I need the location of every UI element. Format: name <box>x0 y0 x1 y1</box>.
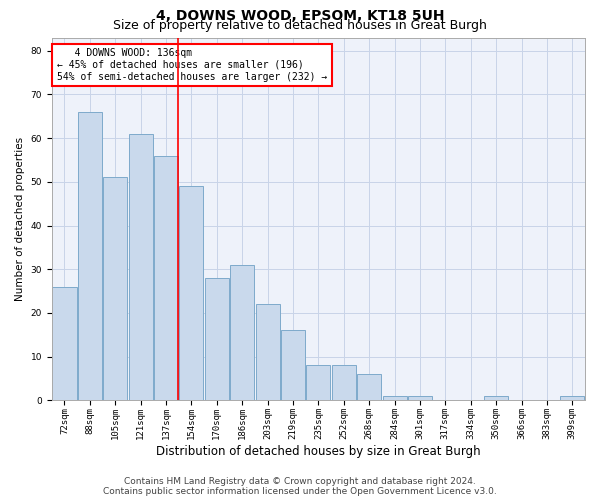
Bar <box>52 287 77 401</box>
Text: Size of property relative to detached houses in Great Burgh: Size of property relative to detached ho… <box>113 18 487 32</box>
Bar <box>179 186 203 400</box>
Bar <box>383 396 407 400</box>
Bar <box>256 304 280 400</box>
Text: 4, DOWNS WOOD, EPSOM, KT18 5UH: 4, DOWNS WOOD, EPSOM, KT18 5UH <box>156 9 444 23</box>
Bar <box>357 374 381 400</box>
Y-axis label: Number of detached properties: Number of detached properties <box>15 137 25 301</box>
Bar <box>332 366 356 400</box>
Bar <box>78 112 102 401</box>
Bar <box>103 178 127 400</box>
X-axis label: Distribution of detached houses by size in Great Burgh: Distribution of detached houses by size … <box>156 444 481 458</box>
Bar <box>230 265 254 400</box>
Bar <box>408 396 432 400</box>
Bar <box>154 156 178 400</box>
Bar <box>484 396 508 400</box>
Bar <box>560 396 584 400</box>
Text: 4 DOWNS WOOD: 136sqm
← 45% of detached houses are smaller (196)
54% of semi-deta: 4 DOWNS WOOD: 136sqm ← 45% of detached h… <box>57 48 328 82</box>
Bar <box>281 330 305 400</box>
Bar <box>128 134 153 400</box>
Bar <box>205 278 229 400</box>
Text: Contains HM Land Registry data © Crown copyright and database right 2024.
Contai: Contains HM Land Registry data © Crown c… <box>103 476 497 496</box>
Bar <box>307 366 331 400</box>
